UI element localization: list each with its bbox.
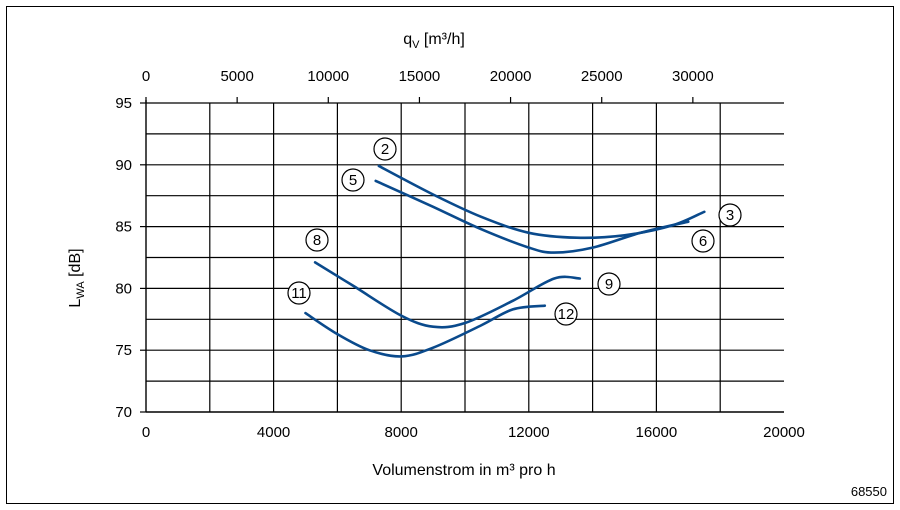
curve-label-text: 8 <box>313 232 321 249</box>
y-axis-title: LWA [dB] <box>67 248 87 307</box>
curve-label-9: 9 <box>598 273 620 295</box>
curve-label-text: 5 <box>349 172 357 189</box>
top-tick-label: 30000 <box>672 68 714 85</box>
y-tick-label: 80 <box>115 280 132 297</box>
x-axis-title: Volumenstrom in m³ pro h <box>372 462 555 479</box>
top-tick-label: 20000 <box>490 68 532 85</box>
y-tick-label: 85 <box>115 219 132 236</box>
top-tick-label: 25000 <box>581 68 623 85</box>
x-tick-label: 20000 <box>763 424 805 441</box>
figure-frame: 2 3 5 6 8 9 11 12 0 4000 8000 12000 16000 20000 0 5000… <box>6 6 894 504</box>
y-tick-label: 95 <box>115 95 132 112</box>
curve-label-3: 3 <box>719 204 741 226</box>
curve-label-11: 11 <box>288 282 310 304</box>
curve-label-12: 12 <box>555 303 577 325</box>
top-axis-title: qV [m³/h] <box>403 31 465 51</box>
y-tick-label: 90 <box>115 157 132 174</box>
grid <box>140 97 784 412</box>
top-tick-label: 15000 <box>399 68 441 85</box>
y-tick-label: 70 <box>115 404 132 421</box>
curve-label-2: 2 <box>374 138 396 160</box>
top-tick-label: 5000 <box>220 68 253 85</box>
x-tick-label: 4000 <box>257 424 290 441</box>
curve-5 <box>376 181 689 253</box>
figure-id: 68550 <box>851 484 887 499</box>
curves <box>306 166 705 356</box>
curve-11 <box>306 306 545 357</box>
curve-label-8: 8 <box>306 229 328 251</box>
curve-label-text: 11 <box>291 285 307 302</box>
top-tick-label: 10000 <box>307 68 349 85</box>
x-tick-label: 0 <box>142 424 150 441</box>
curve-label-5: 5 <box>342 169 364 191</box>
curve-label-text: 6 <box>699 233 707 250</box>
curve-label-6: 6 <box>692 230 714 252</box>
tick-labels: 0 4000 8000 12000 16000 20000 0 5000 10000 15000 2… <box>115 68 805 441</box>
curve-labels: 2 3 5 6 8 9 11 12 <box>288 138 741 325</box>
x-tick-label: 8000 <box>385 424 418 441</box>
x-tick-label: 16000 <box>636 424 678 441</box>
top-tick-label: 0 <box>142 68 150 85</box>
x-tick-label: 12000 <box>508 424 550 441</box>
chart: 2 3 5 6 8 9 11 12 0 4000 8000 12000 16000 20000 0 5000… <box>7 7 893 503</box>
curve-label-text: 12 <box>558 306 575 323</box>
curve-label-text: 9 <box>605 276 613 293</box>
curve-label-text: 3 <box>726 207 734 224</box>
curve-label-text: 2 <box>381 141 389 158</box>
y-tick-label: 75 <box>115 342 132 359</box>
curve-8 <box>315 262 580 327</box>
